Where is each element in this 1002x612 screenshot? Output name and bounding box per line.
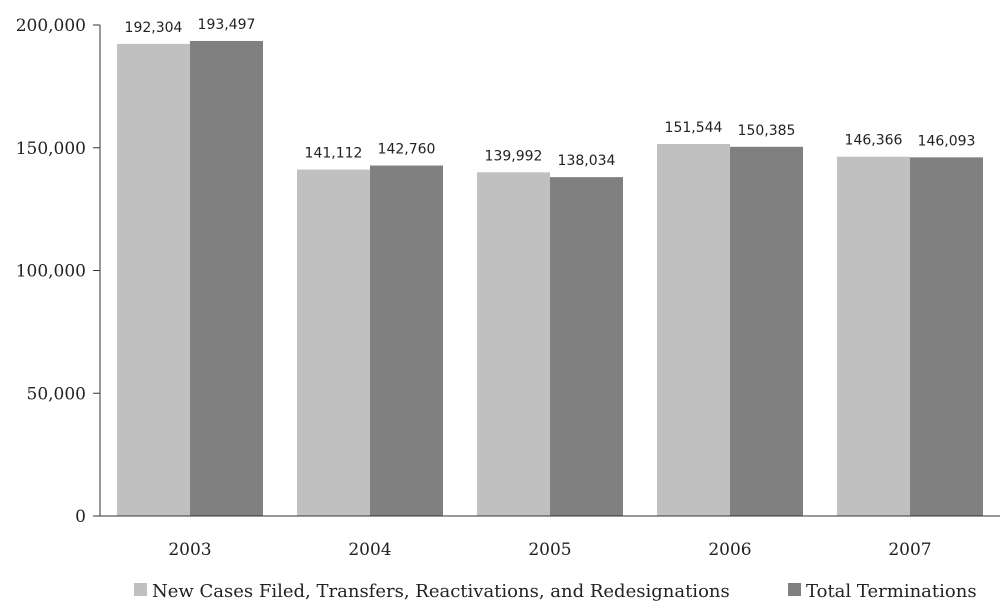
data-label: 146,366 bbox=[845, 133, 903, 149]
x-axis: 2003 2004 2005 2006 2007 bbox=[100, 515, 1000, 560]
x-tick-label: 2007 bbox=[888, 540, 931, 560]
legend-swatch-series-1 bbox=[134, 583, 147, 596]
legend-label-series-1: New Cases Filed, Transfers, Reactivation… bbox=[152, 581, 730, 602]
data-labels: 192,304 193,497 141,112 142,760 139,992 138,0… bbox=[125, 17, 976, 169]
bar-2003-series-1 bbox=[117, 43, 190, 517]
x-tick-label: 2006 bbox=[708, 540, 751, 560]
y-axis: 0 50,000 100,000 150,000 200,000 bbox=[16, 16, 101, 527]
data-label: 192,304 bbox=[125, 20, 183, 36]
y-tick-label: 200,000 bbox=[16, 16, 86, 36]
y-tick-label: 50,000 bbox=[27, 384, 86, 404]
x-tick-label: 2003 bbox=[168, 540, 211, 560]
data-label: 146,093 bbox=[918, 133, 976, 149]
data-label: 193,497 bbox=[198, 17, 256, 33]
y-tick-label: 100,000 bbox=[16, 262, 86, 282]
y-tick-label: 0 bbox=[75, 507, 86, 527]
bar-2007-series-2 bbox=[910, 157, 983, 517]
data-label: 150,385 bbox=[738, 123, 796, 139]
data-label: 141,112 bbox=[305, 146, 363, 162]
bar-2006-series-2 bbox=[730, 146, 803, 517]
bar-2005-series-2 bbox=[550, 177, 623, 516]
legend-swatch-series-2 bbox=[788, 583, 801, 596]
data-label: 142,760 bbox=[378, 142, 436, 158]
legend-label-series-2: Total Terminations bbox=[806, 581, 977, 602]
x-tick-label: 2004 bbox=[348, 540, 391, 560]
bar-2003-series-2 bbox=[190, 40, 263, 516]
data-label: 139,992 bbox=[485, 148, 543, 164]
bar-2004-series-2 bbox=[370, 165, 443, 516]
y-tick-label: 150,000 bbox=[16, 139, 86, 159]
bar-2005-series-1 bbox=[477, 172, 550, 516]
data-label: 138,034 bbox=[558, 153, 616, 169]
legend: New Cases Filed, Transfers, Reactivation… bbox=[134, 581, 977, 602]
bars bbox=[117, 40, 983, 517]
data-label: 151,544 bbox=[665, 120, 723, 136]
bar-2004-series-1 bbox=[297, 169, 370, 516]
bar-2006-series-1 bbox=[657, 143, 730, 516]
x-tick-label: 2005 bbox=[528, 540, 571, 560]
bar-2007-series-1 bbox=[837, 156, 910, 517]
